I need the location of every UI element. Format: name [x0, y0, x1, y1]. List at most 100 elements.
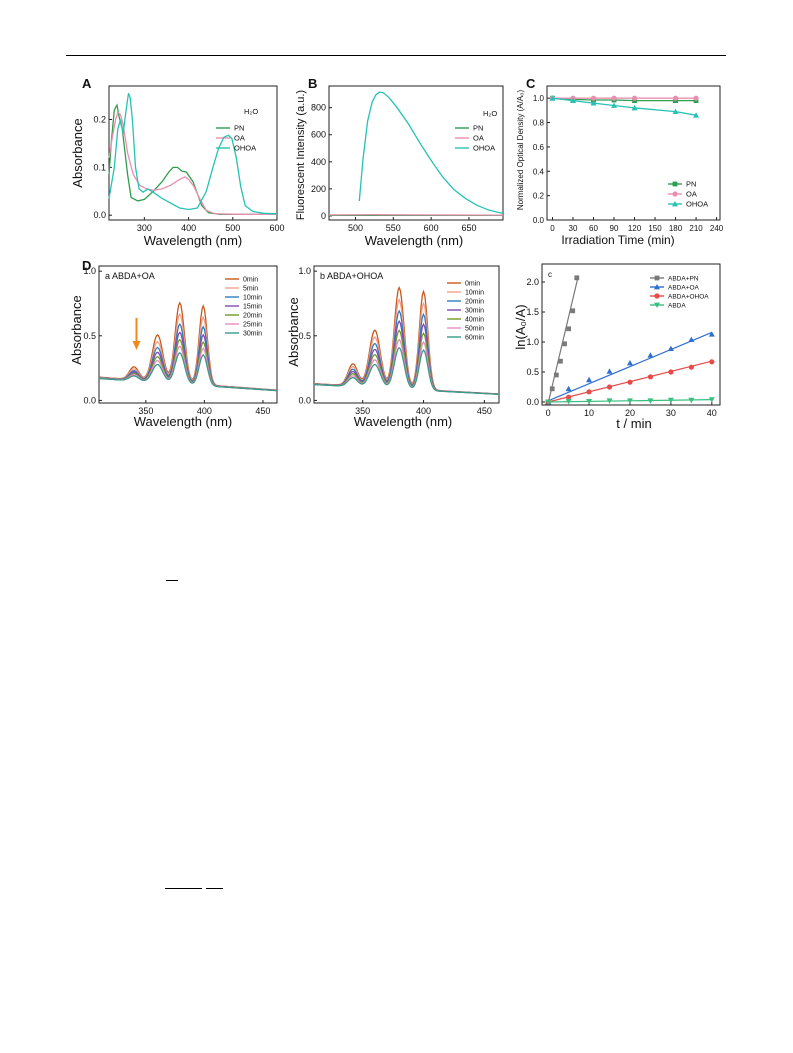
panel-da: Da ABDA+OA 350 400 450 0.0 0.5 1.0 Wavelength (…	[69, 258, 278, 429]
legend-label: 20min	[243, 313, 262, 320]
y-tick-label: 0.5	[298, 331, 311, 341]
data-point	[626, 398, 633, 404]
data-point	[590, 100, 597, 106]
data-point	[545, 399, 552, 405]
x-axis-label: Wavelength (nm)	[134, 414, 233, 429]
x-tick-label: 500	[348, 223, 363, 233]
x-tick-label: 20	[625, 408, 635, 418]
data-point	[566, 326, 571, 332]
legend-label: OA	[234, 134, 245, 143]
legend-label: ABDA	[668, 303, 686, 310]
y-tick-label: 0.5	[526, 367, 539, 377]
legend-label: 50min	[465, 326, 484, 333]
data-point	[668, 369, 674, 375]
y-tick-label: 0.2	[93, 115, 106, 125]
plot-frame	[98, 265, 278, 404]
x-tick-label: 400	[416, 406, 431, 416]
data-point	[708, 331, 715, 337]
x-tick-label: 450	[477, 406, 492, 416]
x-tick-label: 0	[550, 224, 555, 233]
legend-label: ABDA+OHOA	[668, 294, 709, 301]
y-axis-label: Fluorescent Intensity (a.u.)	[295, 90, 307, 220]
legend-label: OHOA	[234, 144, 256, 153]
y-tick-label: 0.6	[533, 143, 545, 152]
data-point	[586, 376, 593, 383]
y-tick-label: 0.0	[93, 210, 106, 220]
legend-label: 20min	[465, 299, 484, 306]
x-tick-label: 60	[589, 224, 598, 233]
data-point	[672, 95, 679, 101]
data-point	[693, 112, 700, 118]
legend-label: OHOA	[686, 200, 708, 209]
panel-db: b ABDA+OHOA 350 400 450 0.0 0.5 1.0 Wavelength …	[286, 265, 500, 429]
y-tick-label: 600	[311, 130, 326, 140]
x-tick-label: 120	[628, 224, 642, 233]
x-tick-label: 400	[197, 406, 212, 416]
y-axis-label: Absorbance	[70, 118, 85, 187]
data-point	[565, 399, 572, 405]
data-point	[569, 97, 576, 104]
data-point	[549, 386, 555, 392]
data-point	[553, 372, 559, 378]
series-line	[98, 331, 277, 392]
legend-label: 5min	[243, 286, 258, 293]
data-point	[574, 275, 580, 281]
panel-sublabel: a ABDA+OA	[105, 271, 155, 281]
legend-label: PN	[686, 180, 696, 189]
data-point	[565, 394, 572, 400]
y-axis-label: ln(A₀/A)	[513, 304, 528, 349]
data-point	[626, 360, 633, 366]
x-tick-label: 350	[138, 406, 153, 416]
y-axis-label: Normalized Optical Density (A/A₀)	[516, 90, 525, 211]
data-point	[558, 358, 563, 364]
data-point	[606, 368, 613, 374]
legend-label: ABDA+OA	[668, 285, 700, 292]
x-tick-label: 600	[424, 223, 439, 233]
legend-label: 60min	[465, 335, 484, 342]
data-point	[647, 374, 654, 380]
data-point	[586, 389, 592, 395]
y-tick-label: 0.0	[533, 216, 545, 225]
legend-label: 10min	[465, 290, 484, 297]
x-tick-label: 300	[137, 223, 152, 233]
series-line	[108, 103, 277, 215]
panel-letter: A	[82, 76, 92, 91]
x-tick-label: 180	[669, 224, 683, 233]
x-tick-label: 210	[689, 224, 703, 233]
x-tick-label: 650	[461, 223, 476, 233]
data-point	[672, 108, 679, 114]
legend-label: 40min	[465, 317, 484, 324]
legend-marker	[654, 293, 660, 299]
x-tick-label: 150	[648, 224, 662, 233]
legend-label: OA	[686, 190, 697, 199]
y-axis-label: Absorbance	[286, 297, 301, 366]
x-axis-label: Wavelength (nm)	[144, 233, 243, 248]
data-point	[709, 359, 715, 365]
panel-sublabel: b ABDA+OHOA	[320, 271, 383, 281]
data-point	[708, 397, 715, 403]
series-line	[108, 92, 278, 215]
x-tick-label: 240	[710, 224, 724, 233]
x-axis-label: Irradiation Time (min)	[561, 233, 674, 247]
fit-line	[547, 277, 579, 404]
panel-dc: c 0 10 20 30 40 0.0 0.5 1.0 1.5 2.0 t / min ln(A₀/A)…	[513, 263, 721, 431]
x-axis-label: Wavelength (nm)	[354, 414, 453, 429]
legend-label: PN	[234, 124, 244, 133]
legend-label: 30min	[465, 308, 484, 315]
panel-b: B 500 550 600 650 0 200 400 600 800 Wavelength (nm…	[295, 76, 504, 248]
y-tick-label: 1.0	[526, 337, 539, 347]
plot-frame	[108, 85, 278, 221]
fraction-bar-3	[206, 888, 223, 889]
y-tick-label: 0.0	[83, 395, 96, 405]
data-point	[688, 397, 695, 404]
data-point	[606, 398, 613, 404]
fit-line	[547, 331, 713, 402]
y-tick-label: 0	[321, 211, 326, 221]
legend-title: H₂O	[483, 109, 497, 118]
legend-label: 0min	[465, 281, 480, 288]
y-tick-label: 200	[311, 184, 326, 194]
panel-letter: B	[308, 76, 317, 91]
x-tick-label: 550	[386, 223, 401, 233]
y-tick-label: 2.0	[526, 277, 539, 287]
y-tick-label: 0.8	[533, 119, 545, 128]
